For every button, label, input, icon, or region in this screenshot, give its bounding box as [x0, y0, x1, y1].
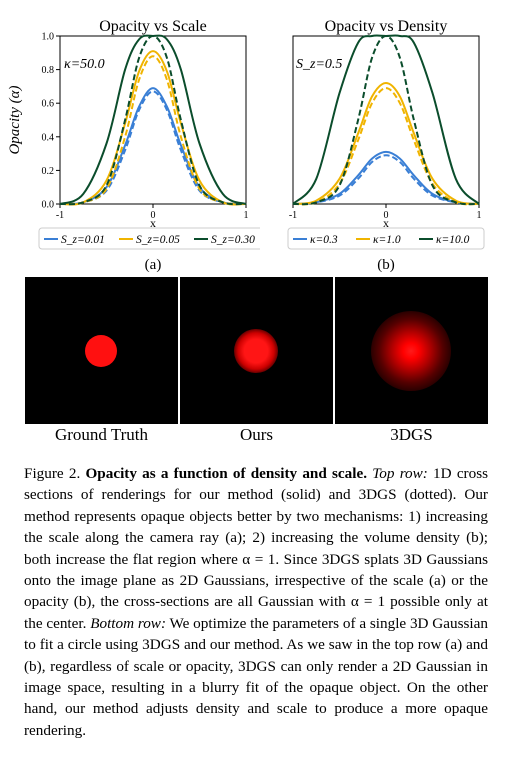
y-tick-label: 0.0 [42, 200, 55, 211]
chart-a-title: Opacity vs Scale [99, 18, 207, 35]
ground-truth-label: Ground Truth [54, 425, 149, 444]
legend-entry: S_z=0.01 [61, 234, 105, 246]
legend-frame [287, 227, 485, 250]
y-tick-label: 1.0 [42, 32, 55, 43]
chart-opacity-vs-density: Opacity vs Density -1 0 1 S_z=0.5 x κ=0.3 κ… [287, 18, 485, 273]
legend-entry: S_z=0.30 [211, 234, 255, 246]
caption-text-1: 1D cross sections of renderings for our … [24, 465, 489, 632]
chart-b-legend: κ=0.3 κ=1.0 κ=10.0 [287, 227, 485, 250]
chart-b-series-1 [292, 154, 480, 205]
y-tick-label: 0.8 [42, 65, 55, 76]
x-tick-label: 1 [244, 210, 249, 221]
legend-entry: κ=1.0 [373, 234, 401, 246]
chart-a-ylabel: Opacity (α) [7, 85, 23, 154]
red-circle-sharp [85, 335, 117, 367]
caption-text-2: We optimize the parameters of a single 3… [24, 614, 488, 739]
figure-caption: Figure 2. Opacity as a function of densi… [24, 463, 488, 741]
chart-b-series-2 [292, 81, 480, 205]
chart-a-xlabel: x [150, 216, 156, 230]
figure-title: Opacity as a function of density and sca… [85, 465, 368, 482]
chart-b-series-0 [292, 150, 480, 205]
bottom-row-label: Bottom row: [90, 614, 166, 632]
chart-a-sublabel: (a) [145, 257, 162, 273]
x-tick-label: -1 [289, 210, 297, 221]
chart-a-annotation: κ=50.0 [64, 57, 105, 72]
legend-entry: S_z=0.05 [136, 234, 180, 246]
chart-b-annotation: S_z=0.5 [296, 57, 342, 72]
x-tick-label: 0 [151, 210, 156, 221]
legend-frame [38, 227, 260, 250]
ours-label: Ours [239, 425, 274, 444]
chart-b-xlabel: x [383, 216, 389, 230]
red-circle-blurry [371, 311, 451, 391]
red-circle-soft [234, 329, 278, 373]
ours-image [180, 277, 333, 424]
chart-b-sublabel: (b) [377, 257, 395, 273]
top-row-label: Top row: [372, 465, 428, 482]
chart-opacity-vs-scale: Opacity vs Scale Opacity (α) 0.0 0.2 0.4 0.… [7, 18, 260, 273]
figure-number: Figure 2. [24, 465, 81, 482]
chart-b-series-3 [292, 87, 480, 206]
chart-a-legend: S_z=0.01 S_z=0.05 S_z=0.30 [38, 227, 260, 250]
3dgs-label: 3DGS [390, 425, 433, 444]
3dgs-image [335, 277, 488, 424]
x-tick-label: -1 [56, 210, 64, 221]
chart-a-series-3 [59, 55, 247, 205]
y-tick-label: 0.2 [42, 166, 55, 177]
legend-entry: κ=10.0 [436, 234, 470, 246]
chart-a-series-2 [59, 50, 247, 206]
ground-truth-image [25, 277, 178, 424]
y-tick-label: 0.4 [42, 132, 55, 143]
chart-b-series-5 [292, 34, 480, 206]
chart-b-title: Opacity vs Density [325, 18, 448, 35]
x-tick-label: 1 [477, 210, 482, 221]
chart-a-series-5 [59, 34, 247, 206]
legend-entry: κ=0.3 [310, 234, 338, 246]
y-tick-label: 0.6 [42, 99, 55, 110]
x-tick-label: 0 [384, 210, 389, 221]
